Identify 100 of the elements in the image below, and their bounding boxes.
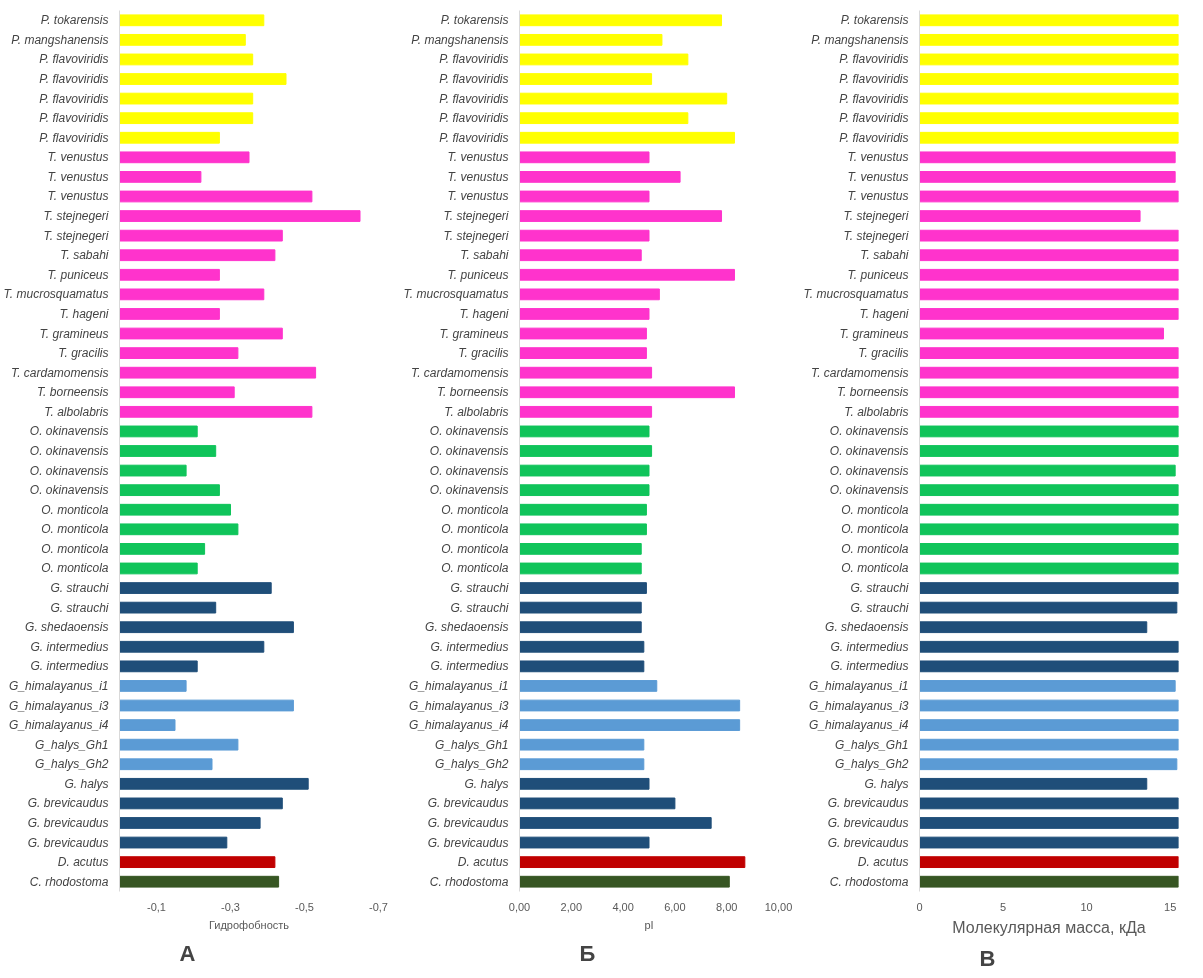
- y-tick-label: T. puniceus: [847, 267, 909, 282]
- y-tick-label: O. okinavensis: [829, 463, 909, 478]
- y-tick-label: P. tokarensis: [40, 13, 109, 28]
- bar: [919, 445, 1179, 457]
- x-tick-label: -0,7: [369, 900, 388, 913]
- y-tick-label: P. flavoviridis: [839, 72, 909, 87]
- bar: [519, 503, 647, 516]
- y-tick-label: P. flavoviridis: [439, 130, 509, 145]
- y-tick-label: O. okinavensis: [429, 424, 509, 439]
- bar: [519, 758, 645, 771]
- y-tick-label: O. okinavensis: [29, 444, 109, 458]
- x-tick-label: -0,5: [295, 900, 314, 913]
- y-tick-label: G_halys_Gh1: [435, 737, 509, 752]
- bar: [919, 405, 1179, 418]
- bar: [919, 268, 1179, 281]
- y-tick-label: T. borneensis: [436, 385, 509, 400]
- y-tick-label: O. monticola: [841, 522, 909, 537]
- bar: [519, 523, 647, 536]
- bar: [519, 347, 647, 359]
- y-tick-label: G. intermedius: [830, 639, 909, 654]
- y-tick-label: P. tokarensis: [840, 13, 909, 28]
- y-tick-label: O. monticola: [441, 522, 509, 537]
- bar: [519, 660, 645, 673]
- y-tick-label: T. stejnegeri: [843, 228, 909, 243]
- y-tick-label: G. shedaoensis: [825, 620, 909, 635]
- bar: [919, 758, 1178, 771]
- bar: [919, 112, 1179, 125]
- y-tick-label: O. monticola: [841, 561, 909, 576]
- bar: [919, 386, 1179, 399]
- x-axis-title: Молекулярная масса, кДа: [952, 918, 1146, 936]
- bar: [919, 817, 1179, 829]
- bar: [519, 229, 650, 242]
- y-tick-label: P. flavoviridis: [39, 130, 109, 145]
- x-axis-title: pI: [644, 918, 654, 931]
- y-tick-label: G. halys: [464, 776, 509, 791]
- y-tick-label: P. flavoviridis: [39, 111, 109, 126]
- bar: [519, 680, 658, 692]
- bar: [519, 777, 650, 790]
- y-tick-label: G. intermedius: [430, 639, 509, 654]
- y-tick-label: G. strauchi: [50, 600, 109, 615]
- y-tick-label: O. monticola: [441, 561, 509, 576]
- bar: [519, 425, 650, 438]
- bar: [519, 386, 735, 399]
- bar: [919, 856, 1179, 869]
- bar: [919, 33, 1179, 46]
- y-tick-label: T. stejnegeri: [843, 209, 909, 224]
- y-tick-label: T. borneensis: [36, 385, 109, 400]
- y-tick-label: O. monticola: [41, 522, 109, 537]
- bar: [919, 229, 1179, 242]
- y-tick-label: O. monticola: [441, 502, 509, 517]
- bar: [919, 660, 1179, 673]
- bar: [919, 582, 1179, 594]
- bar: [919, 347, 1179, 359]
- y-tick-label: P. mangshanensis: [811, 32, 909, 47]
- y-tick-label: G. strauchi: [850, 581, 909, 596]
- bar: [519, 14, 723, 27]
- bar: [919, 210, 1141, 222]
- y-tick-label: G. brevicaudus: [827, 796, 909, 811]
- y-tick-label: G_halys_Gh1: [835, 737, 909, 752]
- bar: [519, 288, 660, 301]
- x-tick-label: 8,00: [716, 900, 738, 913]
- y-tick-label: P. mangshanensis: [411, 32, 509, 47]
- y-tick-label: P. flavoviridis: [839, 130, 909, 145]
- x-axis-title: Гидрофобность: [208, 918, 290, 931]
- y-tick-label: G_halys_Gh1: [35, 737, 109, 752]
- y-tick-label: O. okinavensis: [829, 444, 909, 458]
- y-tick-label: T. puniceus: [447, 267, 509, 282]
- x-tick-label: 15: [1164, 900, 1177, 913]
- y-tick-label: C. rhodostoma: [829, 874, 909, 889]
- y-tick-label: T. gramineus: [839, 326, 909, 341]
- y-tick-label: G_himalayanus_i4: [9, 718, 109, 733]
- y-tick-label: P. flavoviridis: [439, 111, 509, 126]
- y-tick-label: G. brevicaudus: [27, 835, 109, 850]
- bar: [919, 523, 1179, 536]
- y-tick-label: G. intermedius: [830, 659, 909, 674]
- y-tick-label: G. shedaoensis: [425, 620, 509, 635]
- bar: [519, 112, 689, 125]
- y-tick-label: G_himalayanus_i3: [9, 698, 109, 713]
- y-tick-label: G. strauchi: [850, 600, 909, 615]
- bar: [919, 562, 1179, 575]
- y-tick-label: G. halys: [864, 776, 909, 791]
- y-tick-label: T. venustus: [447, 189, 509, 204]
- y-tick-label: O. okinavensis: [29, 424, 109, 439]
- y-tick-label: G. intermedius: [430, 659, 509, 674]
- y-tick-label: G_himalayanus_i4: [809, 718, 909, 733]
- y-tick-label: O. okinavensis: [429, 463, 509, 478]
- bar: [919, 131, 1179, 144]
- y-tick-label: G_himalayanus_i3: [809, 698, 909, 713]
- bar: [919, 836, 1179, 849]
- y-tick-label: O. okinavensis: [29, 463, 109, 478]
- bar: [519, 640, 645, 653]
- bar: [919, 640, 1179, 653]
- y-tick-label: O. monticola: [41, 502, 109, 517]
- bar: [919, 503, 1179, 516]
- y-tick-label: G_himalayanus_i3: [409, 698, 509, 713]
- bar: [919, 464, 1176, 477]
- bar: [519, 171, 681, 183]
- y-tick-label: G. strauchi: [50, 581, 109, 596]
- y-tick-label: T. sabahi: [60, 248, 109, 263]
- y-tick-label: T. hageni: [459, 306, 509, 321]
